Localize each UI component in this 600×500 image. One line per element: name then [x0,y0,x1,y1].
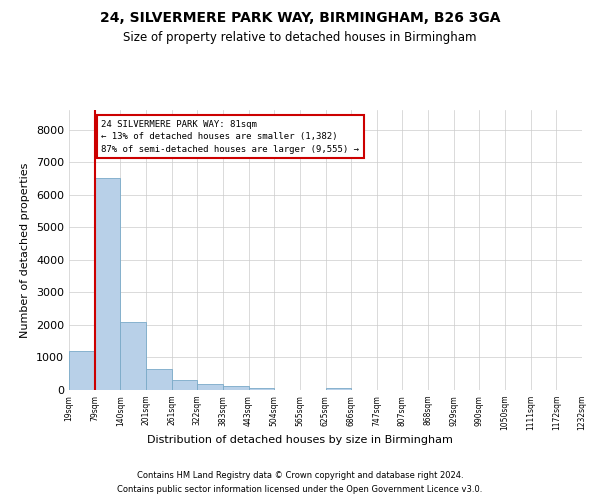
Text: 24, SILVERMERE PARK WAY, BIRMINGHAM, B26 3GA: 24, SILVERMERE PARK WAY, BIRMINGHAM, B26… [100,11,500,25]
Bar [95,178,121,390]
Text: Distribution of detached houses by size in Birmingham: Distribution of detached houses by size … [147,435,453,445]
Text: 24 SILVERMERE PARK WAY: 81sqm
← 13% of detached houses are smaller (1,382)
87% o: 24 SILVERMERE PARK WAY: 81sqm ← 13% of d… [101,120,359,154]
Bar [197,384,223,390]
Bar [69,351,95,390]
Y-axis label: Number of detached properties: Number of detached properties [20,162,31,338]
Bar [172,380,197,390]
Bar [325,388,351,390]
Bar [146,369,172,390]
Text: Contains public sector information licensed under the Open Government Licence v3: Contains public sector information licen… [118,485,482,494]
Bar [248,388,274,390]
Bar [121,322,146,390]
Bar [223,386,248,390]
Text: Size of property relative to detached houses in Birmingham: Size of property relative to detached ho… [123,31,477,44]
Text: Contains HM Land Registry data © Crown copyright and database right 2024.: Contains HM Land Registry data © Crown c… [137,471,463,480]
